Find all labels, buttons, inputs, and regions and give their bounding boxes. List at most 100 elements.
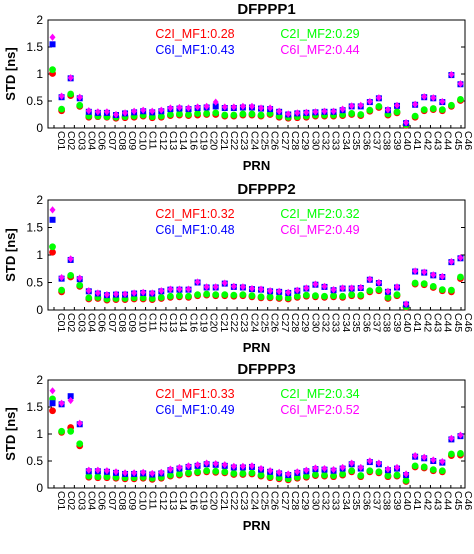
legend-entry: C2I_MF1:0.32 [155,207,234,221]
data-point [185,104,192,112]
data-point [185,285,192,293]
data-point [429,466,437,474]
data-point [411,462,419,470]
data-point [158,106,165,114]
data-point [248,284,255,293]
data-point [49,407,56,415]
data-point [85,107,92,115]
data-point [420,280,428,287]
data-point [312,471,319,478]
data-point [85,294,93,302]
y-axis-label: STD [ns] [3,407,18,460]
data-point [321,471,328,479]
x-tick-label: C07 [106,131,118,150]
data-point [384,106,391,114]
x-tick-label: C22 [228,491,240,510]
x-tick-label: C24 [248,313,260,332]
data-point [375,103,383,110]
data-point [276,287,283,295]
x-tick-label: C45 [452,491,464,510]
x-tick-label: C29 [299,491,311,510]
x-tick-label: C28 [289,131,301,150]
data-point [49,387,56,395]
data-point [140,468,147,476]
y-tick-label: 1 [36,67,43,81]
x-tick-label: C02 [65,313,77,332]
x-axis-label: PRN [243,158,270,173]
data-point [303,284,310,292]
x-tick-label: C46 [462,313,474,332]
data-point [122,290,129,298]
data-point [103,467,110,475]
data-point [457,95,464,103]
data-point [49,243,56,251]
data-point [439,272,446,281]
data-point [248,292,256,300]
series-C2I_MF1 [49,407,464,485]
y-tick-label: 0.5 [26,276,43,290]
data-point [58,399,65,407]
data-point [448,450,455,458]
data-point [139,294,147,302]
data-point [321,292,328,300]
data-point [321,282,328,290]
data-point [49,66,56,74]
x-tick-label: C40 [401,131,413,150]
data-point [330,472,337,479]
data-point [149,289,156,297]
x-tick-label: C14 [177,491,189,510]
x-tick-label: C10 [136,313,148,332]
data-point [348,291,356,298]
legend-entry: C2I_MF1:0.33 [155,387,234,401]
data-point [357,472,365,479]
data-point [49,248,56,256]
x-tick-label: C36 [360,131,372,150]
data-point [357,101,364,109]
data-point [230,470,238,477]
data-point [366,467,374,475]
data-point [457,431,464,439]
data-point [158,468,165,476]
y-tick-label: 0 [36,303,43,317]
data-point [394,463,401,472]
data-point [348,459,355,467]
x-tick-label: C11 [147,131,159,150]
y-tick-label: 1.5 [26,40,43,54]
data-point [194,110,201,117]
data-point [76,93,83,101]
data-point [158,287,165,295]
data-point [221,291,229,298]
legend-entry: C6I_MF2:0.52 [280,403,359,417]
data-point [221,279,228,287]
data-point [239,283,246,291]
x-tick-label: C30 [309,131,321,150]
series-C6I_MF1 [49,41,464,127]
data-point [421,93,428,101]
data-point [403,470,410,478]
data-point [185,469,192,477]
x-tick-label: C04 [86,131,98,150]
x-tick-label: C03 [75,313,87,332]
x-tick-label: C06 [96,313,108,332]
data-point [330,286,337,294]
x-tick-label: C46 [462,131,474,150]
x-tick-label: C25 [259,131,271,150]
x-tick-label: C37 [370,313,382,332]
series-C2I_MF1 [49,70,464,129]
x-tick-label: C33 [330,491,342,510]
x-tick-label: C26 [269,313,281,332]
data-point [421,453,428,461]
axes-box [47,199,466,311]
y-tick-label: 2 [36,13,43,27]
data-point [412,452,419,460]
data-point [167,285,174,293]
data-point [239,291,247,298]
data-point [103,473,111,481]
x-tick-label: C09 [126,131,138,150]
data-point [375,468,383,476]
data-point [394,101,401,109]
data-point [438,106,446,114]
